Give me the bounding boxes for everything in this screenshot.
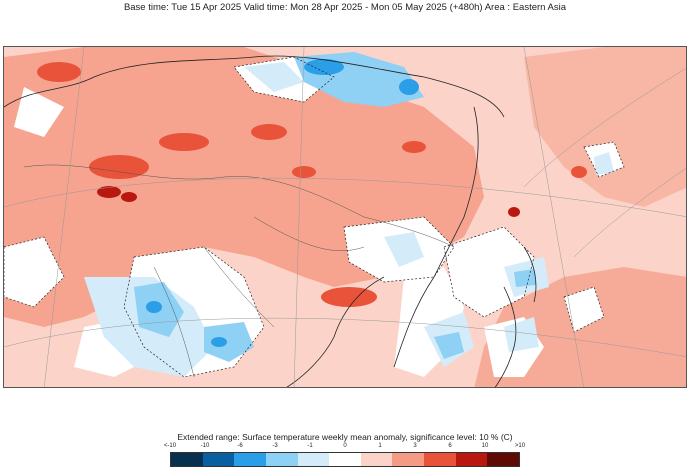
coastlines [4, 55, 537, 387]
very-warm-spots [97, 186, 520, 217]
legend-title-text: Extended range: Surface temperature week… [177, 432, 513, 442]
strong-cold-regions [146, 59, 419, 347]
legend-tick-label: -3 [272, 443, 278, 449]
legend-tick-label: <-10 [163, 443, 177, 449]
legend-swatch [265, 453, 298, 466]
legend-tick-label: 0 [343, 443, 347, 449]
legend-swatch [234, 453, 266, 466]
legend-tick-label: 1 [378, 443, 382, 449]
header-title: Base time: Tue 15 Apr 2025 Valid time: M… [123, 2, 567, 13]
legend-swatch [424, 453, 456, 466]
legend-ticks: <-10 -10 -6 -3 -1 0 1 3 6 10 >10 [164, 442, 525, 452]
legend-swatch [487, 453, 520, 466]
chart-header: Base time: Tue 15 Apr 2025 Valid time: M… [0, 2, 690, 14]
legend-swatch [329, 453, 361, 466]
legend-tick-label: >10 [514, 443, 526, 449]
legend-tick-label: 10 [481, 443, 489, 449]
legend-swatch [171, 453, 203, 466]
legend-tick-label: -10 [200, 443, 210, 449]
country-borders [23, 164, 455, 378]
legend-tick-label: 6 [448, 443, 452, 449]
legend-swatch [297, 453, 330, 466]
warm-anomaly-ocean [524, 47, 686, 207]
legend-swatch [360, 453, 393, 466]
legend-color-bar [170, 452, 520, 467]
legend-swatch [392, 453, 425, 466]
anomaly-map[interactable] [3, 46, 687, 388]
graticule [4, 47, 686, 387]
legend-tick-label: 3 [413, 443, 417, 449]
legend-tick-label: -6 [237, 443, 243, 449]
map-svg [4, 47, 686, 387]
legend-tick-label: -1 [307, 443, 313, 449]
significance-contours [4, 56, 625, 378]
legend-title: Extended range: Surface temperature week… [0, 432, 690, 442]
legend-swatch [455, 453, 488, 466]
legend-swatch [202, 453, 235, 466]
